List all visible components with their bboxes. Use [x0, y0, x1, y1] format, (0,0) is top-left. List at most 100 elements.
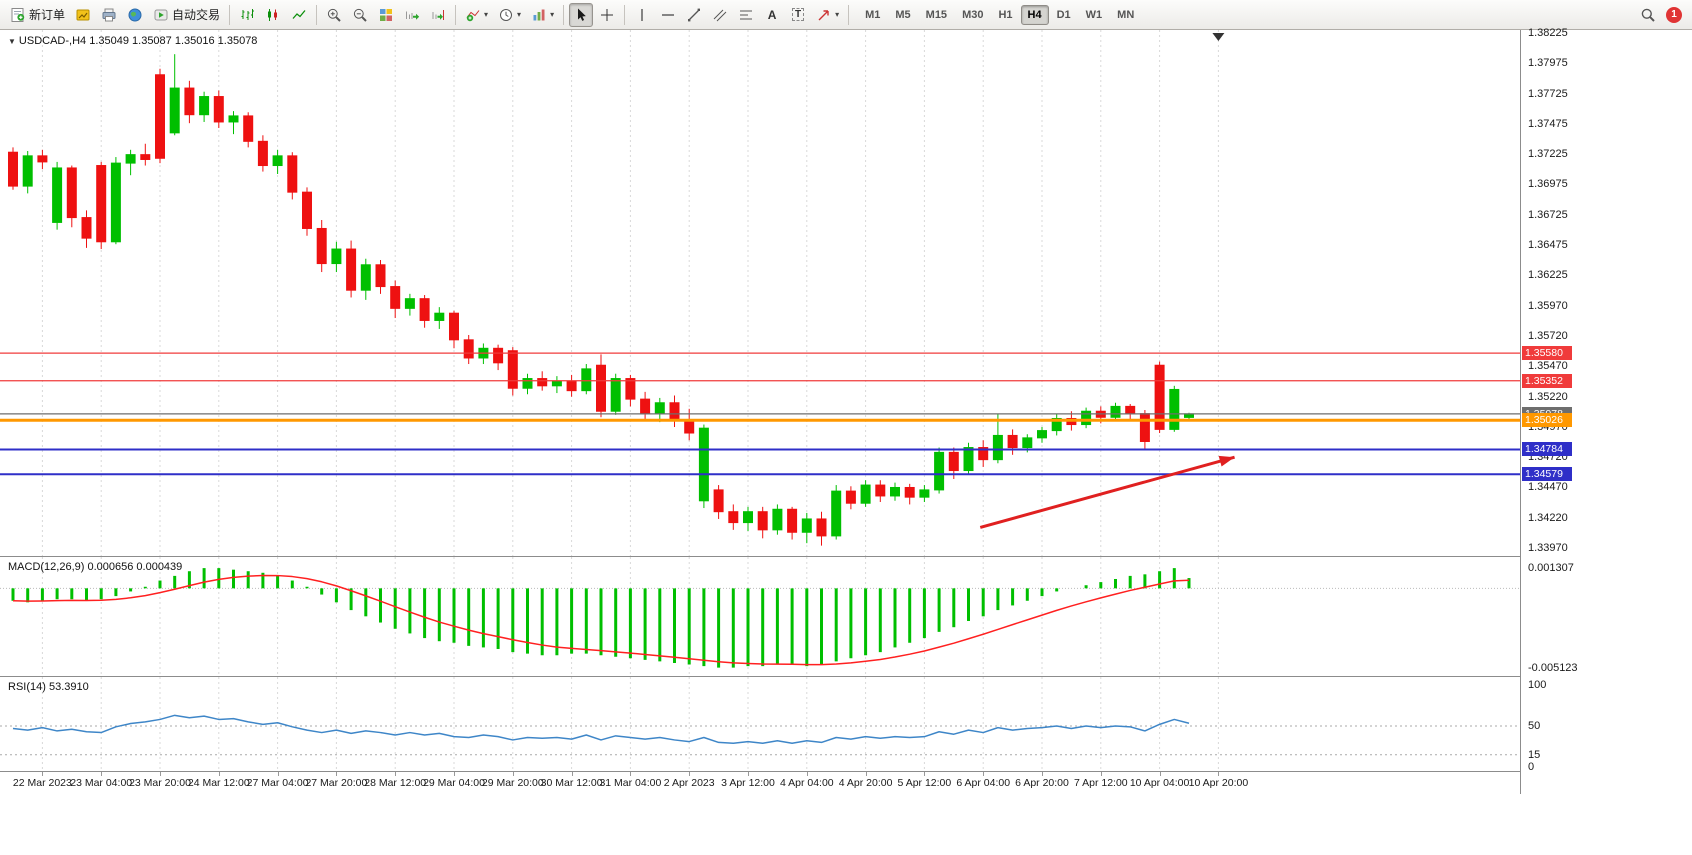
- text-tool-icon: A: [767, 7, 777, 22]
- text-label-tool-button[interactable]: T: [786, 3, 810, 27]
- trendline-tool-button[interactable]: [682, 3, 706, 27]
- time-tick-label: 10 Apr 20:00: [1188, 777, 1249, 789]
- rsi-panel-canvas[interactable]: [0, 677, 1520, 771]
- time-tick-label: 6 Apr 20:00: [1015, 777, 1069, 789]
- time-tick-label: 27 Mar 04:00: [246, 777, 309, 789]
- time-tick-label: 30 Mar 12:00: [540, 777, 603, 789]
- price-tick-label: 1.36475: [1528, 238, 1568, 251]
- time-tick-mark: [806, 772, 808, 776]
- rsi-scale-label: 15: [1528, 748, 1541, 761]
- time-tick-label: 4 Apr 20:00: [838, 777, 893, 789]
- new-order-button[interactable]: 新订单: [6, 3, 69, 27]
- toolbar-separator: [455, 4, 457, 25]
- toolbar-separator: [563, 4, 565, 25]
- print-button[interactable]: [97, 3, 121, 27]
- timeframe-button-d1[interactable]: D1: [1056, 8, 1071, 21]
- time-tick-label: 7 Apr 12:00: [1073, 777, 1128, 789]
- auto-scroll-button[interactable]: [400, 3, 424, 27]
- macd-panel-canvas[interactable]: [0, 557, 1520, 676]
- chart-shift-icon: [430, 7, 446, 23]
- price-tick-label: 1.35720: [1528, 330, 1568, 343]
- notification-badge[interactable]: 1: [1666, 6, 1682, 23]
- auto-trading-icon: [153, 7, 169, 23]
- main-chart-canvas[interactable]: [0, 30, 1520, 556]
- search-button[interactable]: [1636, 3, 1660, 27]
- panel-divider-main-macd[interactable]: [0, 556, 1692, 557]
- timeframe-button-m15[interactable]: M15: [925, 8, 948, 21]
- tile-windows-icon: [378, 7, 394, 23]
- time-tick-mark: [865, 772, 867, 776]
- line-chart-type-button[interactable]: [287, 3, 311, 27]
- data-window-button[interactable]: [123, 3, 147, 27]
- timeframe-button-m30[interactable]: M30: [962, 8, 984, 21]
- search-icon: [1640, 7, 1656, 23]
- time-scale[interactable]: 22 Mar 2023 23 Mar 04:00 23 Mar 20:00 24 Ma…: [0, 772, 1520, 794]
- clock-icon: [498, 7, 514, 23]
- equidistant-channel-tool-button[interactable]: [708, 3, 732, 27]
- zoom-out-button[interactable]: [348, 3, 372, 27]
- tile-windows-button[interactable]: [374, 3, 398, 27]
- price-line-badge: 1.35026: [1522, 413, 1572, 428]
- window-bottom-area: [0, 794, 1692, 855]
- auto-trading-label: 自动交易: [172, 8, 221, 22]
- price-scale[interactable]: 1.38225 1.37975 1.37725 1.37475 1.37225 1.369…: [1520, 27, 1692, 794]
- fibonacci-tool-button[interactable]: [734, 3, 758, 27]
- macd-signal-line: [12, 574, 1190, 666]
- time-tick-mark: [1218, 772, 1220, 776]
- timeframe-button-m1[interactable]: M1: [865, 8, 881, 21]
- price-tick-label: 1.34220: [1528, 511, 1568, 524]
- arrow-tool-icon: [816, 7, 832, 23]
- panel-divider-rsi-time: [0, 771, 1692, 772]
- zoom-in-button[interactable]: [322, 3, 346, 27]
- cursor-tool-button[interactable]: [569, 2, 594, 27]
- templates-button[interactable]: ▾: [527, 3, 558, 27]
- time-tick-label: 3 Apr 12:00: [721, 777, 775, 789]
- timeframe-group: M1 M5 M15 M30 H1 H4 D1 W1 MN: [858, 4, 1141, 25]
- timeframe-button-h1[interactable]: H1: [998, 8, 1013, 21]
- crosshair-icon: [599, 7, 615, 23]
- charts-list-icon: [75, 7, 91, 23]
- macd-scale-label: -0.005123: [1528, 662, 1578, 674]
- arrows-tool-button[interactable]: ▾: [812, 3, 843, 27]
- text-tool-button[interactable]: A: [760, 3, 784, 27]
- candlestick-chart-type-button[interactable]: [261, 3, 285, 27]
- text-label-icon: T: [792, 8, 805, 21]
- fibonacci-icon: [738, 7, 754, 23]
- price-tick-label: 1.37975: [1528, 57, 1568, 70]
- indicators-button[interactable]: ▾: [461, 3, 492, 27]
- time-tick-label: 22 Mar 2023: [12, 777, 72, 789]
- time-tick-mark: [395, 772, 397, 776]
- zoom-in-icon: [326, 7, 342, 23]
- price-tick-label: 1.35470: [1528, 360, 1568, 373]
- candlestick-icon: [265, 7, 281, 23]
- time-tick-mark: [689, 772, 691, 776]
- rsi-indicator-label: RSI(14) 53.3910: [8, 681, 89, 693]
- price-tick-label: 1.38225: [1528, 27, 1568, 39]
- vertical-line-tool-button[interactable]: [630, 3, 654, 27]
- timeframe-button-m5[interactable]: M5: [895, 8, 911, 21]
- timeframe-button-mn[interactable]: MN: [1117, 8, 1135, 21]
- periods-button[interactable]: ▾: [494, 3, 525, 27]
- grid-lines: [41, 677, 1219, 771]
- time-tick-mark: [1100, 772, 1102, 776]
- panel-divider-macd-rsi[interactable]: [0, 676, 1692, 677]
- indicators-dropdown-caret: ▾: [484, 9, 489, 19]
- chart-dropdown-icon[interactable]: ▼: [8, 37, 16, 46]
- charts-list-button[interactable]: [71, 3, 95, 27]
- chart-shift-button[interactable]: [426, 3, 450, 27]
- price-line-badge: 1.35352: [1522, 373, 1572, 388]
- horizontal-line-tool-button[interactable]: [656, 3, 680, 27]
- bar-chart-type-button[interactable]: [235, 3, 259, 27]
- time-tick-label: 6 Apr 04:00: [956, 777, 1011, 789]
- printer-icon: [101, 7, 117, 23]
- timeframe-button-h4[interactable]: H4: [1020, 4, 1049, 25]
- rsi-level-lines: [0, 725, 1520, 756]
- auto-scroll-icon: [404, 7, 420, 23]
- price-tick-label: 1.36975: [1528, 178, 1568, 191]
- price-tick-label: 1.33970: [1528, 542, 1568, 554]
- time-tick-label: 10 Apr 04:00: [1129, 777, 1190, 789]
- crosshair-tool-button[interactable]: [595, 3, 619, 27]
- auto-trading-button[interactable]: 自动交易: [149, 3, 224, 27]
- timeframe-button-w1[interactable]: W1: [1085, 8, 1103, 21]
